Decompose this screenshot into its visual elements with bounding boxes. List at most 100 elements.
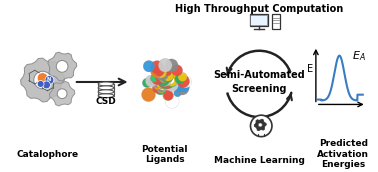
Text: Catalophore: Catalophore bbox=[16, 150, 79, 159]
Circle shape bbox=[141, 88, 155, 102]
Circle shape bbox=[169, 78, 176, 85]
Text: CSD: CSD bbox=[96, 97, 116, 106]
Circle shape bbox=[164, 69, 172, 76]
Circle shape bbox=[37, 73, 48, 83]
Circle shape bbox=[155, 76, 163, 83]
Circle shape bbox=[159, 76, 170, 88]
Ellipse shape bbox=[98, 82, 114, 86]
Circle shape bbox=[155, 67, 164, 76]
Bar bbox=[98, 88, 114, 92]
Circle shape bbox=[165, 94, 179, 108]
Circle shape bbox=[160, 77, 170, 87]
Polygon shape bbox=[21, 58, 65, 102]
Circle shape bbox=[165, 59, 178, 72]
Circle shape bbox=[158, 75, 172, 89]
Circle shape bbox=[160, 76, 167, 83]
Circle shape bbox=[171, 65, 183, 76]
Circle shape bbox=[145, 75, 157, 87]
Bar bbox=[98, 84, 114, 88]
Circle shape bbox=[160, 72, 171, 83]
Circle shape bbox=[158, 79, 167, 88]
Circle shape bbox=[161, 77, 169, 85]
Circle shape bbox=[37, 80, 44, 87]
Circle shape bbox=[158, 79, 169, 90]
Circle shape bbox=[150, 75, 157, 82]
Circle shape bbox=[155, 77, 167, 88]
Circle shape bbox=[156, 82, 167, 93]
Circle shape bbox=[164, 91, 174, 100]
Text: Machine Learning: Machine Learning bbox=[214, 155, 305, 165]
Circle shape bbox=[158, 70, 170, 83]
Circle shape bbox=[143, 61, 155, 72]
Circle shape bbox=[162, 73, 169, 81]
Circle shape bbox=[152, 83, 162, 93]
Circle shape bbox=[159, 75, 169, 85]
Circle shape bbox=[160, 78, 171, 89]
Circle shape bbox=[158, 73, 172, 87]
Bar bbox=[272, 14, 280, 29]
Text: N: N bbox=[46, 77, 51, 82]
Ellipse shape bbox=[98, 86, 114, 90]
Circle shape bbox=[159, 82, 167, 90]
Ellipse shape bbox=[98, 90, 114, 94]
Circle shape bbox=[177, 75, 190, 88]
Text: Semi-Automated
Screening: Semi-Automated Screening bbox=[214, 70, 305, 94]
Circle shape bbox=[174, 89, 181, 97]
Circle shape bbox=[158, 75, 171, 88]
Polygon shape bbox=[254, 119, 266, 131]
Circle shape bbox=[158, 76, 171, 89]
Circle shape bbox=[175, 74, 185, 84]
Circle shape bbox=[158, 79, 168, 89]
Text: $E_A$: $E_A$ bbox=[352, 49, 366, 63]
Circle shape bbox=[178, 72, 187, 82]
Circle shape bbox=[34, 71, 51, 89]
Circle shape bbox=[43, 81, 50, 89]
Text: High Throughput Computation: High Throughput Computation bbox=[175, 4, 343, 14]
Circle shape bbox=[159, 77, 170, 88]
Circle shape bbox=[258, 123, 262, 127]
Circle shape bbox=[258, 123, 262, 127]
Circle shape bbox=[56, 61, 68, 72]
Circle shape bbox=[151, 74, 159, 82]
Circle shape bbox=[159, 76, 170, 87]
Bar bbox=[249, 14, 268, 26]
Circle shape bbox=[150, 61, 164, 74]
Text: Potential
Ligands: Potential Ligands bbox=[141, 144, 188, 164]
Circle shape bbox=[155, 84, 166, 95]
Circle shape bbox=[150, 77, 159, 85]
Circle shape bbox=[57, 89, 67, 99]
Circle shape bbox=[180, 76, 192, 88]
Circle shape bbox=[152, 78, 161, 87]
Circle shape bbox=[158, 76, 172, 90]
Circle shape bbox=[155, 79, 168, 92]
Bar bbox=[251, 15, 267, 25]
Circle shape bbox=[157, 74, 165, 82]
Circle shape bbox=[166, 74, 178, 87]
Circle shape bbox=[160, 69, 174, 83]
Circle shape bbox=[45, 76, 54, 84]
Circle shape bbox=[176, 82, 189, 95]
Circle shape bbox=[153, 81, 163, 90]
Polygon shape bbox=[50, 82, 75, 106]
Circle shape bbox=[151, 66, 163, 78]
Circle shape bbox=[155, 67, 169, 81]
Circle shape bbox=[161, 81, 168, 89]
Circle shape bbox=[156, 73, 170, 86]
Circle shape bbox=[251, 115, 272, 137]
Circle shape bbox=[163, 91, 172, 100]
Circle shape bbox=[158, 77, 167, 86]
Circle shape bbox=[161, 77, 172, 88]
Circle shape bbox=[142, 78, 152, 88]
Text: E: E bbox=[307, 64, 313, 74]
Circle shape bbox=[161, 79, 172, 90]
Circle shape bbox=[155, 74, 163, 82]
Circle shape bbox=[162, 69, 174, 81]
Circle shape bbox=[152, 73, 164, 85]
Circle shape bbox=[161, 79, 172, 90]
Circle shape bbox=[161, 75, 174, 89]
Circle shape bbox=[155, 66, 167, 78]
Circle shape bbox=[155, 72, 166, 83]
Ellipse shape bbox=[98, 94, 114, 98]
Circle shape bbox=[158, 58, 172, 72]
Circle shape bbox=[161, 77, 169, 85]
